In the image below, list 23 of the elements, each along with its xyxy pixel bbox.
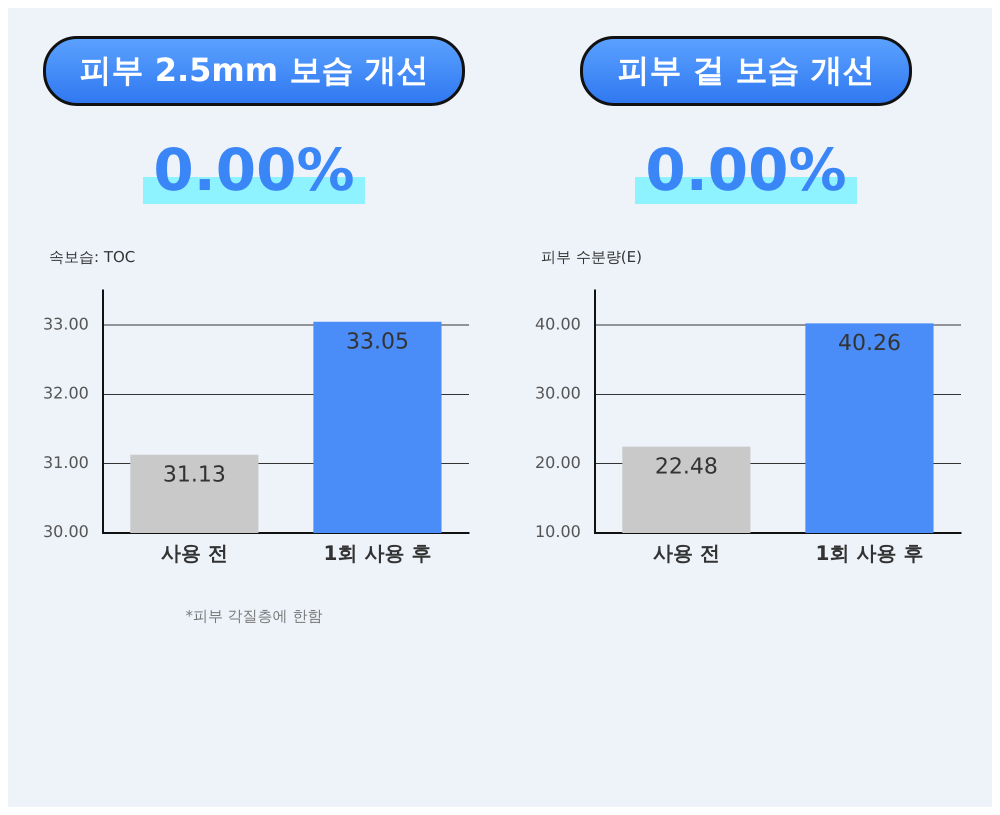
- chart-subtitle: 0.00%: [635, 136, 857, 204]
- data-label: 22.48: [654, 454, 718, 480]
- x-tick-label: 1회 사용 후: [816, 541, 924, 566]
- y-tick-label: 40.00: [534, 314, 581, 334]
- y-axis-title: 피부 수분량(E): [541, 248, 642, 267]
- y-tick-label: 30.00: [534, 384, 581, 403]
- y-tick-label: 31.00: [42, 452, 89, 472]
- y-tick-label: 32.00: [42, 384, 89, 403]
- data-label: 40.26: [838, 331, 901, 356]
- y-tick-label: 33.00: [42, 314, 89, 334]
- text: *피부 각질층에 한함: [185, 607, 323, 626]
- x-tick-label: 사용 전: [652, 541, 720, 566]
- data-label: 33.05: [346, 329, 409, 354]
- data-label: 31.13: [162, 462, 226, 488]
- y-axis-title: 속보습: TOC: [49, 248, 136, 267]
- chart-title: 피부 겉 보습 개선: [580, 36, 912, 106]
- chart-subtitle: 0.00%: [143, 136, 365, 204]
- y-tick-label: 20.00: [534, 452, 581, 472]
- y-tick-label: 10.00: [534, 522, 581, 542]
- x-tick-label: 1회 사용 후: [324, 541, 432, 566]
- chart-title: 피부 2.5mm 보습 개선: [42, 36, 466, 106]
- y-tick-label: 30.00: [42, 522, 89, 542]
- x-tick-label: 사용 전: [160, 541, 228, 566]
